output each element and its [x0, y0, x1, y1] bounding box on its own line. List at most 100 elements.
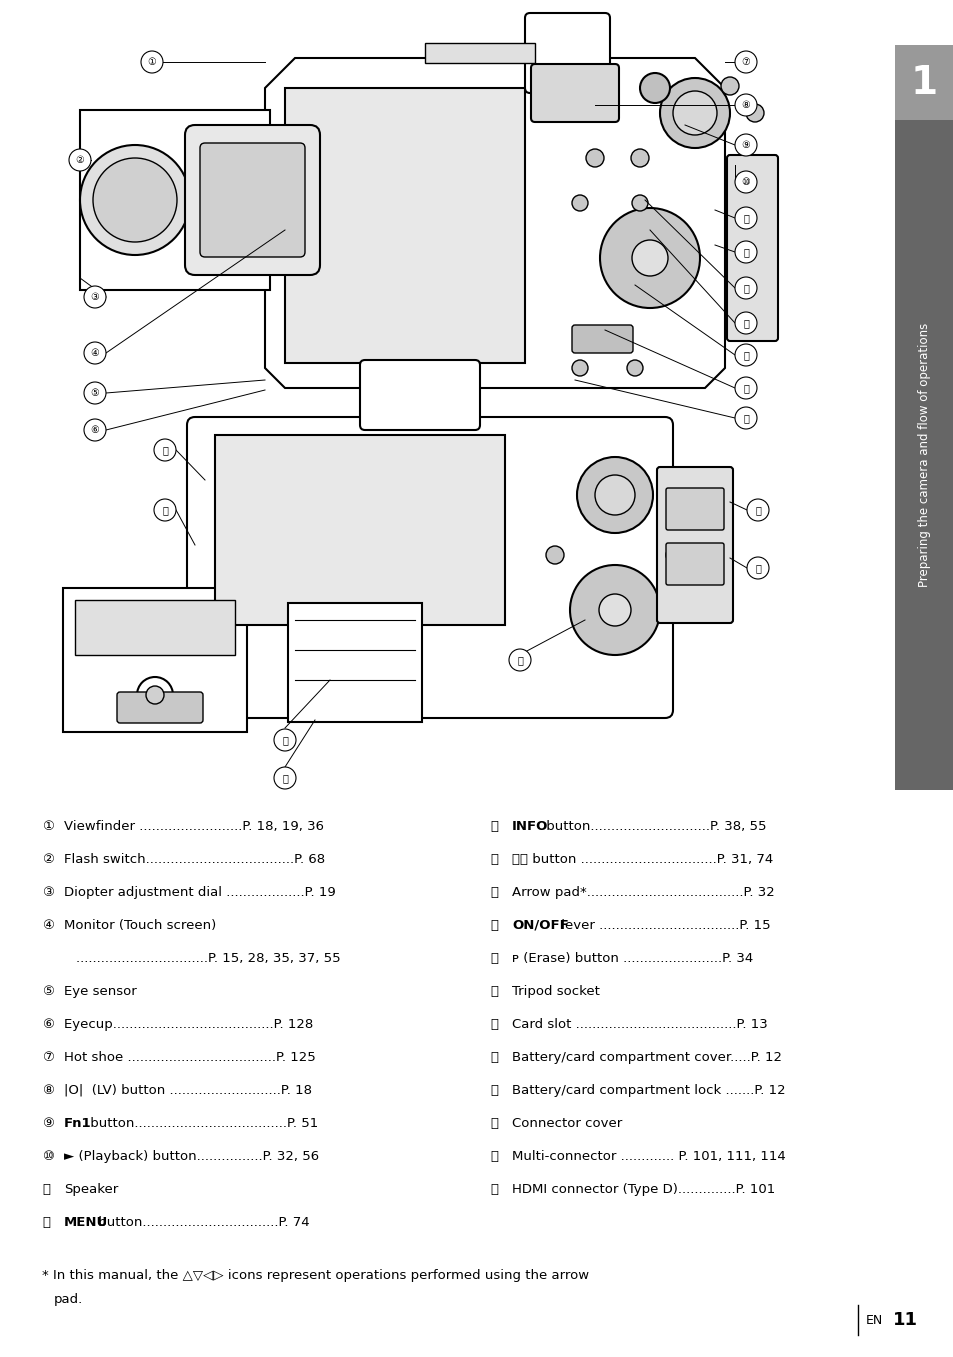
- FancyBboxPatch shape: [117, 692, 203, 723]
- Circle shape: [274, 767, 295, 788]
- FancyBboxPatch shape: [80, 110, 270, 290]
- Circle shape: [599, 208, 700, 308]
- Text: Fn1: Fn1: [64, 1117, 91, 1130]
- Text: |O|  (LV) button ...........................P. 18: |O| (LV) button ........................…: [64, 1084, 312, 1096]
- FancyBboxPatch shape: [63, 588, 247, 731]
- Text: ⑳: ⑳: [490, 1052, 497, 1064]
- FancyBboxPatch shape: [187, 417, 672, 718]
- Circle shape: [734, 377, 757, 399]
- FancyBboxPatch shape: [185, 125, 319, 275]
- Circle shape: [734, 312, 757, 334]
- Text: Battery/card compartment cover.....P. 12: Battery/card compartment cover.....P. 12: [512, 1052, 781, 1064]
- Text: Flash switch....................................P. 68: Flash switch............................…: [64, 854, 325, 866]
- Text: button.............................P. 38, 55: button.............................P. 38…: [541, 820, 765, 833]
- FancyBboxPatch shape: [214, 436, 504, 626]
- FancyBboxPatch shape: [572, 324, 633, 353]
- Circle shape: [665, 546, 683, 565]
- Text: ③: ③: [91, 292, 99, 303]
- Text: ⑳: ⑳: [282, 735, 288, 745]
- Text: ⑥: ⑥: [42, 1018, 53, 1031]
- Text: Diopter adjustment dial ...................P. 19: Diopter adjustment dial ................…: [64, 886, 335, 898]
- Circle shape: [595, 475, 635, 516]
- Text: ⑫: ⑫: [42, 1216, 50, 1229]
- Text: ON/OFF: ON/OFF: [512, 919, 568, 932]
- Text: Speaker: Speaker: [64, 1183, 118, 1196]
- Circle shape: [585, 149, 603, 167]
- Text: Eye sensor: Eye sensor: [64, 985, 136, 997]
- Text: ⑰: ⑰: [742, 413, 748, 423]
- Circle shape: [659, 77, 729, 148]
- Polygon shape: [265, 58, 724, 388]
- Circle shape: [734, 134, 757, 156]
- Circle shape: [146, 687, 164, 704]
- Text: button.....................................P. 51: button..................................…: [87, 1117, 318, 1130]
- Text: INFO: INFO: [512, 820, 548, 833]
- Text: ⑮: ⑮: [490, 886, 497, 898]
- Text: ⑨: ⑨: [740, 140, 750, 151]
- Text: ⑥: ⑥: [91, 425, 99, 436]
- Text: button.................................P. 74: button.................................P…: [94, 1216, 310, 1229]
- Text: MENU: MENU: [64, 1216, 108, 1229]
- Circle shape: [631, 240, 667, 275]
- Text: * In this manual, the △▽◁▷ icons represent operations performed using the arrow: * In this manual, the △▽◁▷ icons represe…: [42, 1269, 589, 1282]
- Text: ⑱: ⑱: [490, 985, 497, 997]
- Text: EN: EN: [865, 1314, 882, 1327]
- Text: ②: ②: [75, 155, 84, 166]
- FancyBboxPatch shape: [200, 142, 305, 256]
- Text: ㉓: ㉓: [490, 1149, 497, 1163]
- Circle shape: [746, 499, 768, 521]
- Text: ⑨: ⑨: [42, 1117, 53, 1130]
- Text: ②: ②: [42, 854, 53, 866]
- Text: ㉒: ㉒: [517, 655, 522, 665]
- Circle shape: [626, 360, 642, 376]
- Text: ⑩: ⑩: [740, 176, 750, 187]
- Text: ⑲: ⑲: [162, 505, 168, 516]
- Circle shape: [569, 565, 659, 655]
- Text: ⑯: ⑯: [490, 919, 497, 932]
- Circle shape: [545, 546, 563, 565]
- Text: Eyecup.......................................P. 128: Eyecup..................................…: [64, 1018, 313, 1031]
- Text: ⑪: ⑪: [42, 1183, 50, 1196]
- Text: ................................P. 15, 28, 35, 37, 55: ................................P. 15, 2…: [76, 953, 340, 965]
- Text: ⑤: ⑤: [91, 388, 99, 398]
- Text: ㉔: ㉔: [490, 1183, 497, 1196]
- Text: ⑯: ⑯: [742, 383, 748, 394]
- FancyBboxPatch shape: [531, 64, 618, 122]
- Text: ⑰: ⑰: [490, 953, 497, 965]
- FancyBboxPatch shape: [894, 45, 953, 119]
- Circle shape: [274, 729, 295, 750]
- Text: ㉓: ㉓: [754, 505, 760, 516]
- Text: ► (Playback) button................P. 32, 56: ► (Playback) button................P. 32…: [64, 1149, 319, 1163]
- Text: ①: ①: [148, 57, 156, 66]
- Circle shape: [672, 91, 717, 134]
- Circle shape: [141, 52, 163, 73]
- Circle shape: [598, 594, 630, 626]
- Circle shape: [137, 677, 172, 712]
- Text: ⑧: ⑧: [740, 100, 750, 110]
- Text: Battery/card compartment lock .......P. 12: Battery/card compartment lock .......P. …: [512, 1084, 785, 1096]
- Circle shape: [745, 104, 763, 122]
- Text: Viewfinder .........................P. 18, 19, 36: Viewfinder .........................P. 1…: [64, 820, 324, 833]
- FancyBboxPatch shape: [75, 600, 234, 655]
- Text: ⑬: ⑬: [742, 284, 748, 293]
- Circle shape: [80, 145, 190, 255]
- Text: ①: ①: [42, 820, 53, 833]
- Text: ⑧: ⑧: [42, 1084, 53, 1096]
- Circle shape: [577, 457, 652, 533]
- FancyBboxPatch shape: [285, 88, 524, 364]
- Circle shape: [153, 499, 175, 521]
- Text: Connector cover: Connector cover: [512, 1117, 621, 1130]
- FancyBboxPatch shape: [359, 360, 479, 430]
- Circle shape: [734, 345, 757, 366]
- Text: ⑦: ⑦: [42, 1052, 53, 1064]
- Circle shape: [734, 52, 757, 73]
- Circle shape: [153, 440, 175, 461]
- Circle shape: [69, 149, 91, 171]
- FancyBboxPatch shape: [894, 119, 953, 790]
- FancyBboxPatch shape: [657, 467, 732, 623]
- Circle shape: [734, 208, 757, 229]
- FancyBboxPatch shape: [424, 43, 535, 62]
- Text: ⑪: ⑪: [742, 213, 748, 223]
- Text: ⑩: ⑩: [42, 1149, 53, 1163]
- Circle shape: [84, 286, 106, 308]
